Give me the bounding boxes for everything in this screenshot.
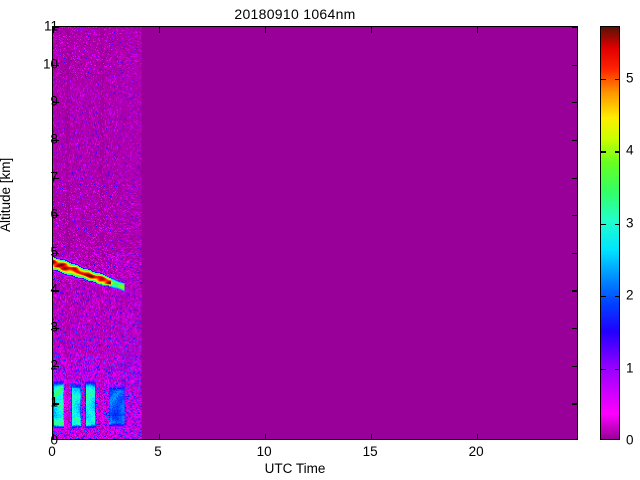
y-tick-mark <box>53 328 59 330</box>
y-tick-label-3: 3 <box>50 319 58 335</box>
colorbar-tick-mark <box>601 368 606 370</box>
y-tick-label-8: 8 <box>50 131 58 147</box>
colorbar-tick-label-2: 2 <box>626 287 634 303</box>
colorbar-tick-label-0: 0 <box>626 432 634 448</box>
x-tick-mark <box>371 27 373 33</box>
y-tick-label-11: 11 <box>43 18 58 34</box>
y-tick-mark <box>571 64 577 66</box>
y-tick-mark <box>571 403 577 405</box>
x-tick-mark <box>53 27 55 33</box>
y-tick-label-9: 9 <box>50 93 58 109</box>
colorbar-canvas <box>601 27 619 439</box>
y-tick-mark <box>53 27 59 29</box>
x-tick-mark <box>477 27 479 33</box>
y-tick-mark <box>571 252 577 254</box>
y-tick-mark <box>53 64 59 66</box>
y-tick-label-2: 2 <box>50 357 58 373</box>
y-tick-mark <box>571 365 577 367</box>
y-tick-mark <box>53 290 59 292</box>
x-tick-mark <box>159 433 161 439</box>
y-tick-mark <box>53 177 59 179</box>
y-tick-mark <box>53 215 59 217</box>
colorbar-tick-label-1: 1 <box>626 360 634 376</box>
y-tick-mark <box>53 365 59 367</box>
y-tick-mark <box>571 215 577 217</box>
y-tick-label-0: 0 <box>50 432 58 448</box>
y-tick-label-5: 5 <box>50 244 58 260</box>
colorbar-tick-mark <box>614 79 619 81</box>
x-tick-label-5: 5 <box>154 444 162 459</box>
x-tick-mark <box>477 433 479 439</box>
y-tick-mark <box>571 102 577 104</box>
colorbar-tick-mark <box>614 296 619 298</box>
colorbar-tick-label-4: 4 <box>626 142 634 158</box>
y-tick-mark <box>53 403 59 405</box>
x-tick-label-0: 0 <box>48 444 56 459</box>
y-tick-mark <box>571 177 577 179</box>
x-axis-label: UTC Time <box>264 461 326 476</box>
colorbar-tick-mark <box>601 151 606 153</box>
page-title: 20180910 1064nm <box>234 6 356 22</box>
y-axis-label: Altitude [km] <box>0 157 13 232</box>
x-tick-mark <box>265 27 267 33</box>
x-tick-label-20: 20 <box>468 444 484 459</box>
x-tick-label-15: 15 <box>362 444 378 459</box>
colorbar-tick-mark <box>614 368 619 370</box>
colorbar-tick-mark <box>601 223 606 226</box>
y-tick-mark <box>571 27 577 29</box>
colorbar-tick-mark <box>601 296 606 298</box>
colorbar-tick-mark <box>614 223 619 226</box>
y-tick-label-10: 10 <box>42 56 58 72</box>
y-tick-mark <box>571 328 577 330</box>
x-tick-mark <box>159 27 161 33</box>
y-tick-label-4: 4 <box>50 281 58 297</box>
x-tick-mark <box>53 433 55 439</box>
heatmap-plot-area <box>52 26 578 440</box>
x-tick-label-10: 10 <box>256 444 272 459</box>
y-tick-mark <box>571 290 577 292</box>
y-tick-label-7: 7 <box>50 169 58 185</box>
x-tick-mark <box>265 433 267 439</box>
y-tick-mark <box>53 252 59 254</box>
y-tick-mark <box>571 139 577 142</box>
heatmap-canvas <box>53 27 577 439</box>
colorbar-tick-mark <box>614 151 619 153</box>
colorbar-tick-mark <box>601 79 606 81</box>
y-tick-label-1: 1 <box>50 394 58 410</box>
y-tick-mark <box>53 102 59 104</box>
y-tick-mark <box>53 139 59 142</box>
y-tick-label-6: 6 <box>50 206 58 222</box>
colorbar <box>600 26 620 440</box>
x-tick-mark <box>371 433 373 439</box>
colorbar-tick-label-5: 5 <box>626 70 634 86</box>
colorbar-tick-label-3: 3 <box>626 215 634 231</box>
